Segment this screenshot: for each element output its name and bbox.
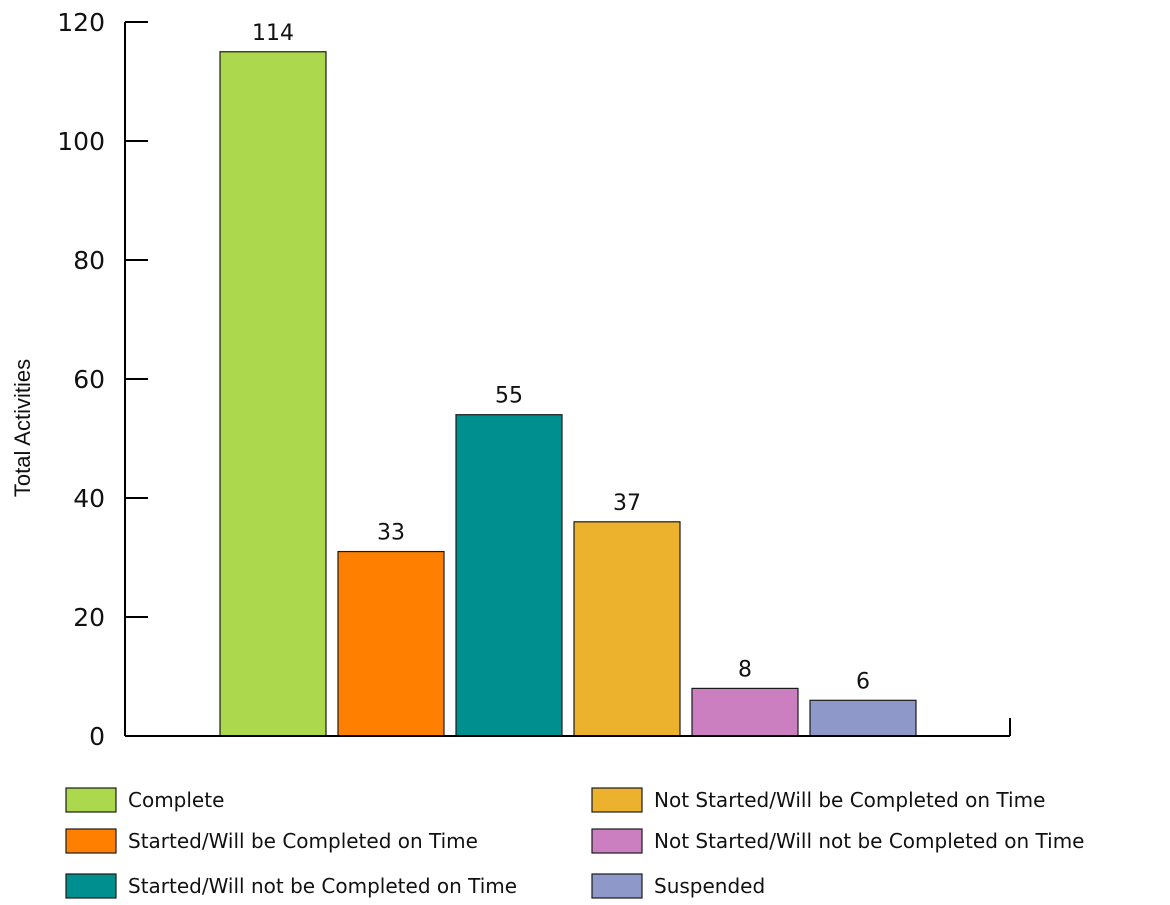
bar-value-label: 114 [252,21,294,46]
bar-value-label: 37 [613,491,641,516]
bar [691,687,799,737]
y-axis: 0 20 40 60 80 100 120 [57,8,148,751]
legend-label: Suspended [654,874,765,898]
bar [809,699,917,737]
y-tick-label: 80 [73,246,105,275]
legend-label: Not Started/Will not be Completed on Tim… [654,829,1084,853]
legend-swatch [591,873,643,899]
bar [455,414,563,737]
legend-label: Started/Will not be Completed on Time [128,874,517,898]
y-tick-label: 40 [73,484,105,513]
legend-label: Started/Will be Completed on Time [128,829,478,853]
legend-label: Not Started/Will be Completed on Time [654,788,1045,812]
bars [219,51,917,737]
y-tick-label: 60 [73,365,105,394]
bar-value-label: 33 [377,521,405,546]
legend-swatch [65,787,117,813]
y-tick-label: 0 [89,722,105,751]
y-axis-title: Total Activities [10,359,35,497]
legend-swatch [65,873,117,899]
legend-swatch [591,828,643,854]
legend-swatch [591,787,643,813]
data-labels: 114 33 55 37 8 6 [252,21,870,695]
legend-label: Complete [128,788,224,812]
y-tick-label: 120 [57,8,105,37]
y-tick-label: 100 [57,127,105,156]
legend: Complete Started/Will be Completed on Tim… [65,787,1084,899]
bar-value-label: 6 [856,669,870,694]
legend-swatch [65,828,117,854]
y-tick-label: 20 [73,603,105,632]
bar-value-label: 55 [495,384,523,409]
bar [337,550,445,737]
bar-value-label: 8 [738,657,752,682]
bar [219,51,327,737]
bar [573,521,681,737]
